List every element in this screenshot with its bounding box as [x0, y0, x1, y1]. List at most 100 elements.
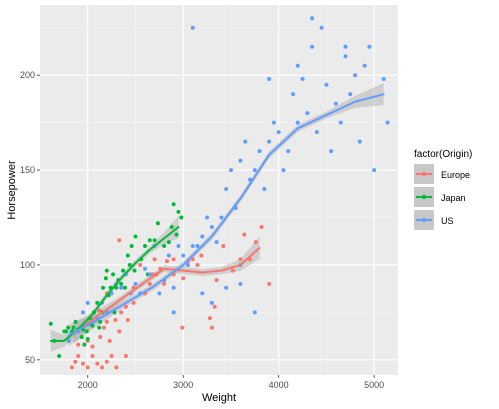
trend-lines: [49, 93, 385, 342]
point-us-77: [343, 54, 348, 59]
point-japan-37: [127, 262, 132, 267]
point-europe-53: [97, 308, 102, 313]
point-japan-45: [152, 238, 157, 243]
trend-line-japan: [49, 226, 180, 342]
point-us-66: [190, 25, 195, 30]
point-us-29: [209, 225, 214, 229]
legend-label-japan: Japan: [441, 193, 466, 203]
point-japan-2: [57, 354, 62, 359]
point-us-42: [271, 120, 276, 125]
point-japan-40: [133, 234, 138, 239]
point-europe-6: [95, 361, 100, 366]
point-us-75: [295, 63, 300, 68]
point-us-38: [252, 168, 257, 173]
trend-line-europe: [72, 246, 261, 335]
point-us-70: [209, 300, 214, 305]
point-us-46: [290, 92, 295, 97]
y-tick-label-100: 100: [20, 260, 35, 270]
point-europe-2: [76, 354, 81, 359]
point-europe-0: [69, 365, 74, 370]
point-us-62: [367, 44, 372, 49]
point-europe-47: [242, 232, 247, 237]
legend-keys: [414, 164, 434, 230]
point-europe-17: [104, 319, 109, 324]
point-japan-11: [79, 335, 84, 340]
point-us-43: [276, 130, 281, 135]
point-japan-18: [90, 323, 95, 328]
point-europe-8: [104, 359, 109, 364]
point-us-59: [353, 73, 358, 78]
point-us-58: [348, 92, 353, 97]
point-europe-45: [230, 268, 235, 273]
point-us-22: [176, 243, 181, 248]
point-us-23: [181, 253, 186, 258]
point-us-16: [147, 272, 152, 277]
point-europe-43: [214, 278, 219, 283]
point-us-64: [381, 77, 386, 81]
point-europe-22: [123, 304, 128, 309]
point-japan-48: [166, 240, 171, 245]
point-us-13: [133, 281, 138, 286]
point-europe-46: [238, 257, 243, 262]
point-us-54: [329, 149, 334, 154]
point-japan-25: [103, 276, 108, 281]
point-japan-24: [101, 285, 106, 290]
point-us-53: [324, 82, 329, 87]
point-us-10: [119, 285, 124, 290]
point-europe-32: [164, 259, 169, 264]
y-tick-label-200: 200: [20, 70, 35, 80]
point-europe-14: [90, 344, 95, 349]
point-japan-5: [66, 325, 71, 330]
point-europe-52: [117, 238, 122, 243]
point-europe-1: [73, 359, 78, 364]
point-europe-21: [119, 310, 124, 315]
grid-major: [40, 5, 398, 375]
point-europe-35: [181, 276, 186, 281]
point-europe-26: [147, 281, 152, 286]
x-axis-ticks: 2000 3000 4000 5000: [78, 375, 384, 390]
point-japan-9: [73, 319, 78, 324]
point-europe-38: [195, 262, 200, 267]
point-europe-42: [212, 304, 217, 309]
point-japan-34: [121, 268, 126, 273]
point-japan-21: [97, 325, 102, 330]
point-us-65: [385, 120, 390, 125]
point-europe-9: [109, 354, 114, 359]
point-japan-51: [174, 232, 179, 237]
point-us-25: [190, 243, 195, 248]
point-europe-44: [221, 243, 226, 248]
legend-label-us: US: [441, 216, 454, 226]
point-us-0: [66, 338, 71, 343]
point-japan-0: [48, 321, 53, 326]
point-us-45: [286, 149, 291, 154]
x-axis-title: Weight: [202, 392, 236, 404]
point-us-68: [252, 310, 257, 315]
point-japan-47: [162, 243, 167, 248]
y-axis-title: Horsepower: [6, 160, 18, 220]
point-us-30: [214, 240, 219, 245]
point-us-39: [257, 149, 262, 154]
point-japan-20: [95, 300, 100, 305]
point-japan-31: [114, 285, 119, 290]
point-europe-57: [171, 257, 176, 262]
point-europe-11: [123, 354, 128, 359]
point-us-35: [238, 158, 243, 163]
point-europe-28: [152, 257, 157, 262]
point-us-26: [195, 243, 200, 248]
point-us-50: [310, 44, 315, 49]
point-us-15: [143, 266, 148, 271]
point-us-49: [305, 111, 310, 116]
x-tick-label-5000: 5000: [364, 380, 384, 390]
point-us-63: [372, 168, 377, 173]
point-us-31: [219, 215, 224, 220]
point-us-40: [262, 187, 267, 192]
point-japan-50: [171, 202, 176, 207]
point-japan-39: [132, 268, 137, 273]
point-us-55: [333, 101, 338, 106]
point-japan-22: [98, 319, 103, 324]
point-us-41: [267, 139, 272, 144]
point-us-24: [185, 262, 190, 267]
point-europe-18: [107, 338, 112, 343]
point-us-72: [238, 281, 243, 286]
point-europe-23: [125, 317, 130, 322]
